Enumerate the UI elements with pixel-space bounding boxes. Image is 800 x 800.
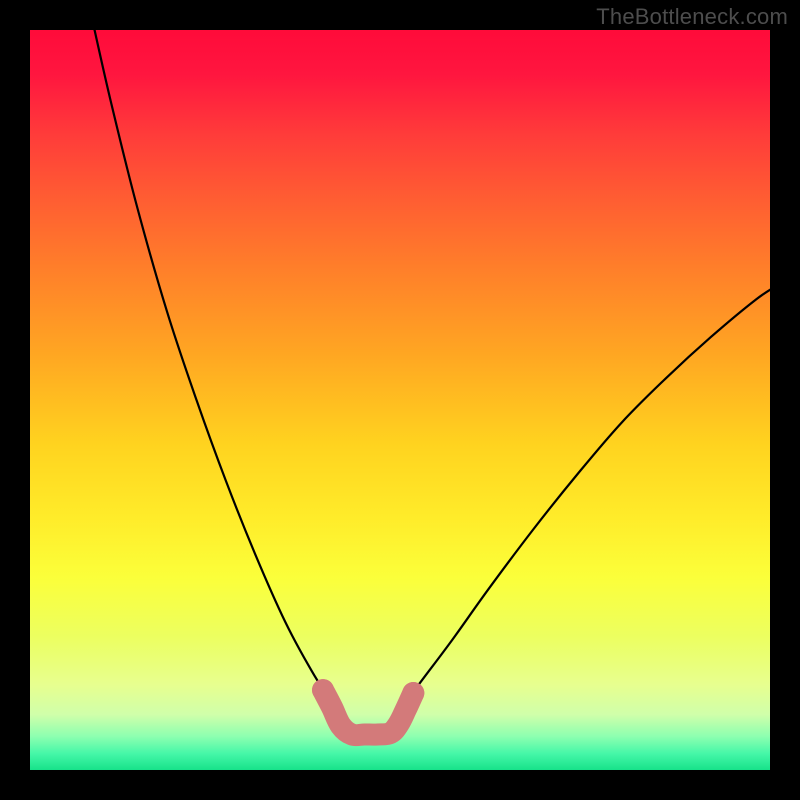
plot-area	[30, 30, 770, 770]
watermark-text: TheBottleneck.com	[596, 4, 788, 30]
ribbon-cap-end	[402, 682, 424, 704]
valley-ribbon	[312, 679, 424, 735]
stage: TheBottleneck.com	[0, 0, 800, 800]
right-curve	[400, 285, 770, 711]
left-curve	[93, 30, 330, 700]
curve-layer	[30, 30, 770, 770]
ribbon-cap-start	[312, 679, 334, 701]
